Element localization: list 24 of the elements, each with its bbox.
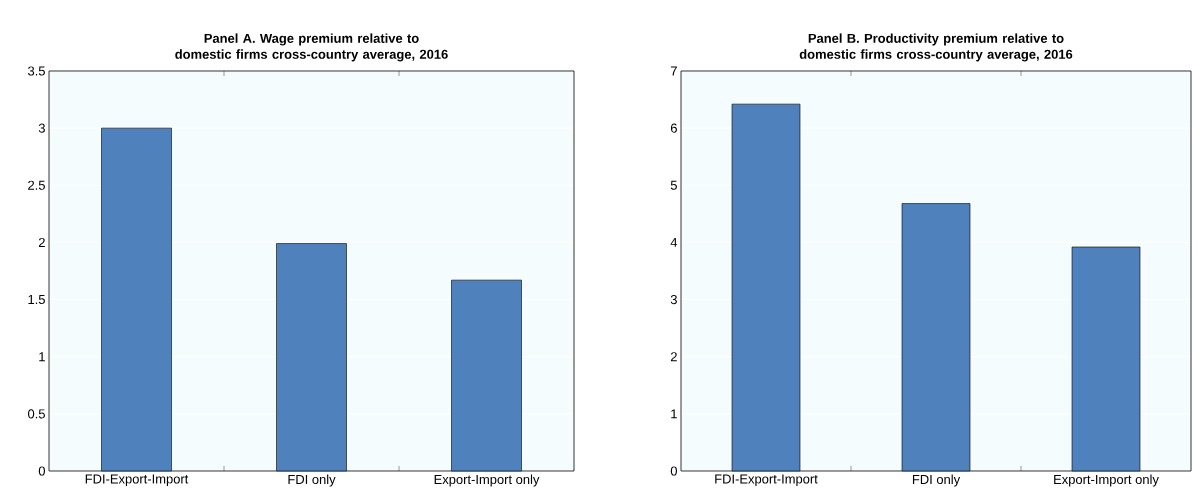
x-tick-label: Export-Import only	[1054, 474, 1159, 487]
y-tick-label: 3	[38, 123, 45, 133]
y-tick-label: 2	[670, 352, 677, 362]
y-tick-label: 6	[670, 123, 677, 133]
y-tick-label: 2	[38, 237, 45, 247]
y-tick-label: 0.5	[27, 409, 45, 419]
y-tick-label: 1.5	[28, 295, 45, 305]
x-tick-label: FDI-Export-Import	[85, 474, 189, 487]
chart-title: Panel A. Wage premium relative to domestic firms cross-country average, 2016	[175, 33, 448, 62]
y-tick-label: 0	[38, 466, 45, 476]
y-tick-label: 4	[670, 237, 678, 247]
y-tick-label: 7	[670, 66, 677, 76]
y-tick-label: 5	[670, 180, 677, 190]
y-tick-label: 1	[671, 409, 677, 419]
x-tick-label: Export-Import only	[434, 474, 540, 487]
y-tick-label: 1	[39, 352, 45, 362]
y-tick-label: 0	[670, 466, 677, 476]
x-tick-label: FDI-Export-Import	[715, 474, 818, 487]
y-tick-label: 3	[670, 294, 677, 305]
x-tick-label: FDI only	[288, 474, 336, 487]
y-tick-label: 2.5	[28, 180, 45, 190]
x-tick-label: FDI only	[912, 474, 961, 487]
chart-title: Panel B. Productivity premium relative to domestic firms cross-country average, 2016	[799, 33, 1073, 62]
y-tick-label: 3.5	[27, 66, 45, 76]
